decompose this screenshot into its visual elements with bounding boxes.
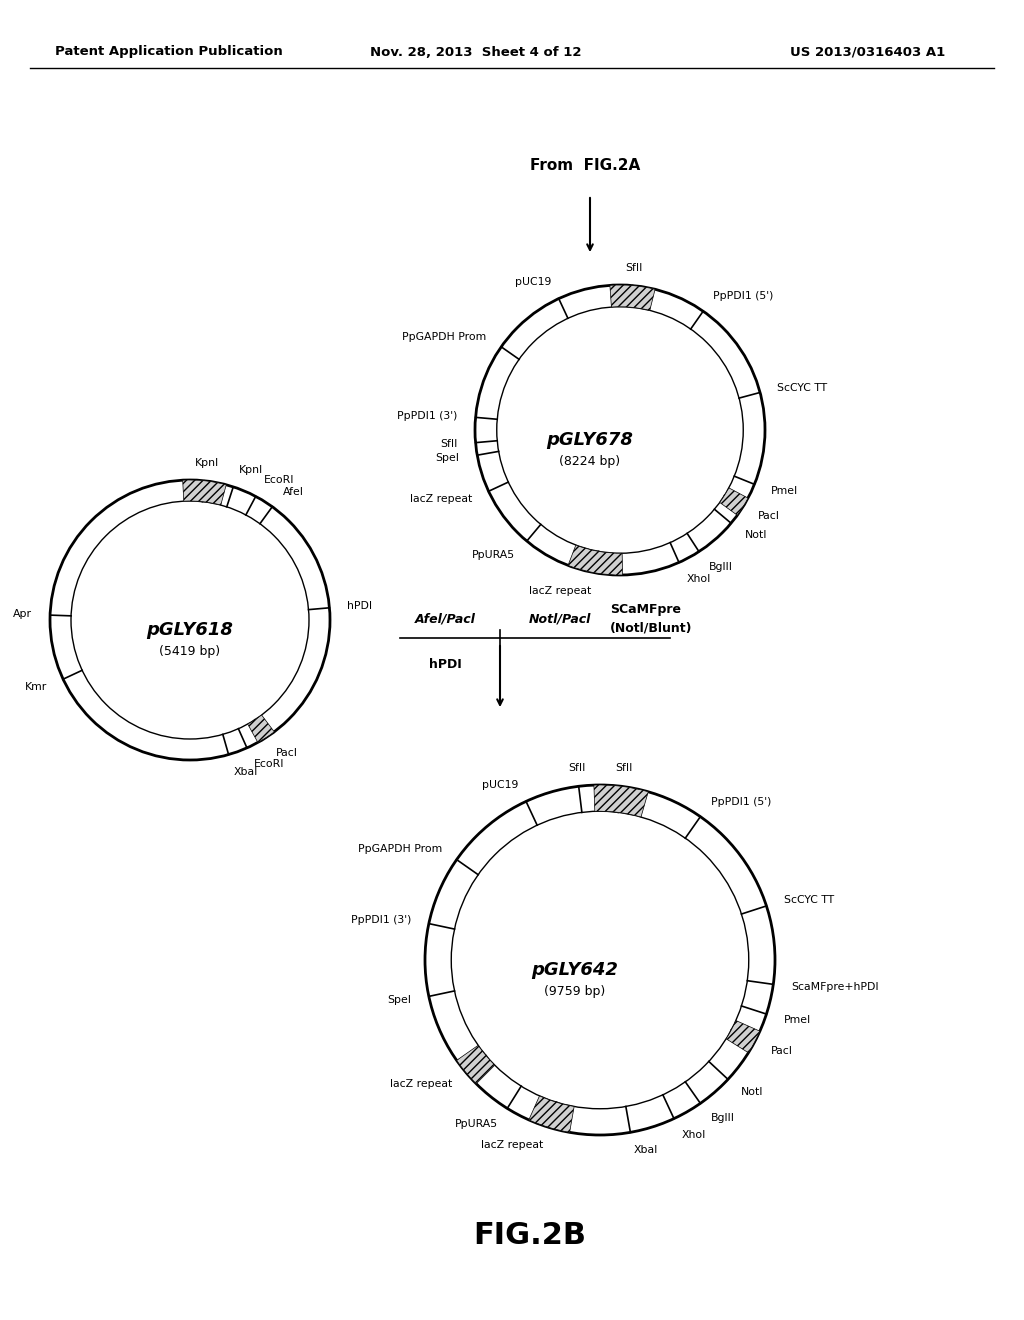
- Text: PmeI: PmeI: [771, 486, 799, 496]
- Text: From  FIG.2A: From FIG.2A: [530, 157, 640, 173]
- Text: SCaMFpre: SCaMFpre: [610, 603, 681, 616]
- Text: AfeI: AfeI: [283, 487, 304, 498]
- Text: XbaI: XbaI: [233, 767, 258, 777]
- Text: hPDI: hPDI: [347, 601, 373, 611]
- Text: PpPDI1 (3'): PpPDI1 (3'): [351, 915, 412, 925]
- Text: XhoI: XhoI: [682, 1130, 706, 1140]
- Text: BglII: BglII: [709, 562, 733, 572]
- Text: pUC19: pUC19: [515, 277, 551, 288]
- Text: NotI: NotI: [741, 1086, 764, 1097]
- Text: hPDI: hPDI: [429, 657, 462, 671]
- Text: ScaMFpre+hPDI: ScaMFpre+hPDI: [792, 982, 879, 991]
- Text: FIG.2B: FIG.2B: [473, 1221, 587, 1250]
- Text: SpeI: SpeI: [387, 995, 412, 1005]
- Text: (Notl/Blunt): (Notl/Blunt): [610, 622, 692, 635]
- Text: EcoRI: EcoRI: [264, 475, 295, 486]
- Wedge shape: [720, 488, 748, 515]
- Text: SpeI: SpeI: [435, 453, 460, 463]
- Text: SfII: SfII: [567, 763, 585, 774]
- Wedge shape: [248, 715, 274, 742]
- Wedge shape: [182, 480, 226, 506]
- Wedge shape: [457, 1045, 495, 1084]
- Text: (5419 bp): (5419 bp): [160, 645, 220, 659]
- Text: PpURA5: PpURA5: [472, 550, 515, 560]
- Text: PpPDI1 (3'): PpPDI1 (3'): [397, 411, 458, 421]
- Text: PacI: PacI: [770, 1045, 793, 1056]
- Text: XbaI: XbaI: [634, 1144, 657, 1155]
- Text: PpPDI1 (5'): PpPDI1 (5'): [711, 797, 771, 807]
- Text: (8224 bp): (8224 bp): [559, 455, 621, 469]
- Text: pGLY642: pGLY642: [531, 961, 618, 979]
- Text: PpURA5: PpURA5: [455, 1118, 498, 1129]
- Polygon shape: [425, 785, 775, 1135]
- Text: lacZ repeat: lacZ repeat: [410, 494, 472, 504]
- Text: SfII: SfII: [614, 763, 632, 774]
- Text: Apr: Apr: [13, 610, 32, 619]
- Text: US 2013/0316403 A1: US 2013/0316403 A1: [790, 45, 945, 58]
- Wedge shape: [528, 1096, 574, 1133]
- Wedge shape: [568, 545, 623, 576]
- Text: lacZ repeat: lacZ repeat: [390, 1078, 453, 1089]
- Text: PpGAPDH Prom: PpGAPDH Prom: [357, 845, 442, 854]
- Text: pGLY678: pGLY678: [547, 432, 634, 449]
- Wedge shape: [594, 785, 648, 817]
- Polygon shape: [475, 285, 765, 576]
- Text: Kmr: Kmr: [25, 681, 47, 692]
- Text: PacI: PacI: [758, 511, 780, 521]
- Text: EcoRI: EcoRI: [254, 759, 285, 770]
- Text: Nov. 28, 2013  Sheet 4 of 12: Nov. 28, 2013 Sheet 4 of 12: [370, 45, 582, 58]
- Text: KpnI: KpnI: [239, 465, 263, 475]
- Text: PacI: PacI: [276, 747, 298, 758]
- Text: SfII: SfII: [440, 440, 458, 449]
- Text: lacZ repeat: lacZ repeat: [481, 1139, 544, 1150]
- Text: Afel/Pacl: Afel/Pacl: [415, 612, 475, 626]
- Text: lacZ repeat: lacZ repeat: [529, 586, 592, 595]
- Text: PpGAPDH Prom: PpGAPDH Prom: [402, 331, 486, 342]
- Text: ScCYC TT: ScCYC TT: [777, 383, 827, 393]
- Wedge shape: [610, 285, 655, 310]
- Text: pGLY618: pGLY618: [146, 620, 233, 639]
- Text: ScCYC TT: ScCYC TT: [783, 895, 834, 906]
- Text: Notl/Pacl: Notl/Pacl: [528, 612, 591, 626]
- Text: NotI: NotI: [744, 529, 767, 540]
- Wedge shape: [726, 1020, 760, 1053]
- Polygon shape: [50, 480, 330, 760]
- Text: BglII: BglII: [711, 1113, 734, 1123]
- Text: KpnI: KpnI: [195, 458, 219, 467]
- Text: (9759 bp): (9759 bp): [545, 986, 605, 998]
- Text: SfII: SfII: [626, 263, 643, 273]
- Text: XhoI: XhoI: [686, 574, 711, 583]
- Text: pUC19: pUC19: [482, 780, 518, 791]
- Text: PmeI: PmeI: [783, 1015, 811, 1024]
- Text: PpPDI1 (5'): PpPDI1 (5'): [714, 292, 774, 301]
- Text: Patent Application Publication: Patent Application Publication: [55, 45, 283, 58]
